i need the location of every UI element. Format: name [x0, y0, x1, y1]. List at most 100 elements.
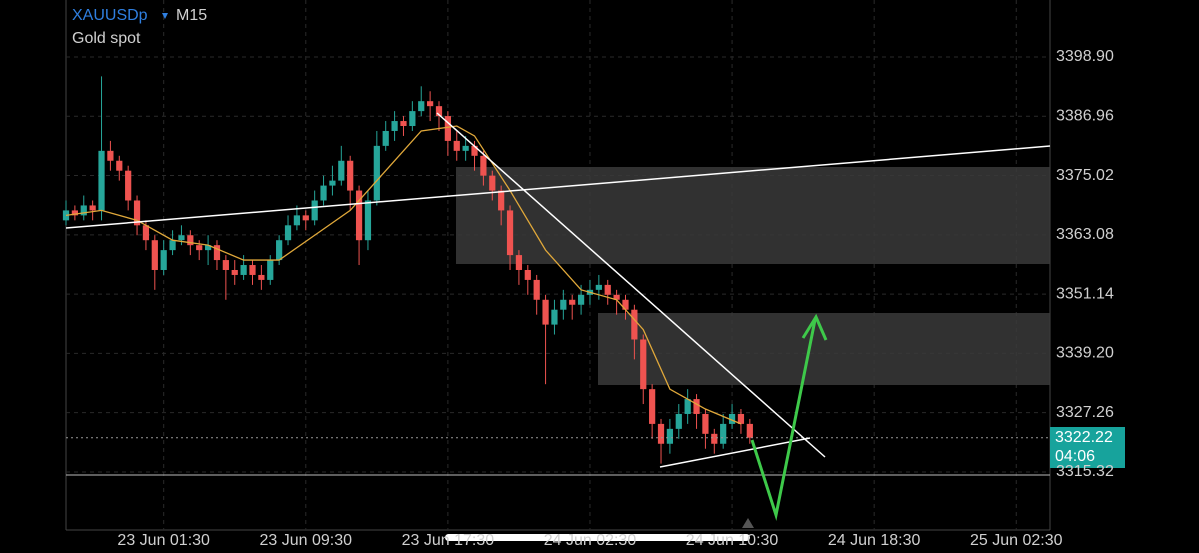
price-tag — [1050, 427, 1125, 468]
symbol[interactable]: XAUUSDp — [72, 7, 148, 24]
candle-body — [595, 284, 602, 290]
candle-body — [107, 150, 114, 161]
supply-zone — [598, 313, 1050, 385]
candle-body — [435, 106, 443, 117]
candle-body — [666, 428, 674, 444]
timeframe[interactable]: M15 — [176, 7, 207, 24]
candle-body — [338, 160, 345, 181]
candle-body — [577, 294, 585, 305]
candle-body — [409, 111, 416, 127]
candle-body — [702, 413, 709, 434]
candle-body — [98, 150, 105, 211]
candle-body — [80, 205, 87, 216]
candle-body — [267, 260, 274, 280]
candle-body — [551, 309, 558, 325]
subtitle: Gold spot — [72, 30, 141, 47]
candle-body — [640, 339, 647, 390]
candle-body — [737, 413, 745, 424]
y-tick-label: 3339.20 — [1056, 345, 1114, 362]
candle-body — [204, 245, 212, 251]
y-tick-label: 3351.14 — [1056, 285, 1114, 302]
arrow-head — [801, 313, 828, 341]
candle-body — [631, 309, 638, 340]
candle-body — [613, 294, 620, 300]
time-marker — [742, 518, 754, 528]
candle-body — [329, 180, 336, 186]
candle-body — [649, 389, 656, 424]
y-tick-label: 3327.26 — [1056, 404, 1114, 421]
candle-body — [489, 175, 496, 191]
home-indicator — [445, 534, 750, 541]
x-tick-label: 23 Jun 17:30 — [402, 532, 495, 549]
candle-body — [240, 265, 247, 275]
candle-body — [728, 413, 736, 424]
candle-body — [675, 413, 682, 429]
candle-body — [480, 155, 487, 176]
candle-body — [391, 121, 398, 131]
candle-body — [542, 299, 549, 325]
y-tick-label: 3386.96 — [1056, 107, 1114, 124]
candle-body — [569, 299, 576, 305]
candle-body — [622, 299, 629, 310]
candle-body — [746, 423, 753, 438]
candle-body — [276, 240, 283, 261]
candle-body — [373, 145, 380, 201]
candle-body — [355, 190, 363, 241]
candle-body — [657, 423, 665, 444]
candle-body — [311, 200, 318, 221]
candle-body — [302, 215, 309, 221]
moving-average — [65, 125, 742, 425]
candle-body — [213, 245, 221, 261]
candle-body — [169, 240, 176, 251]
x-tick-label: 23 Jun 09:30 — [260, 532, 353, 549]
supply-zone — [456, 167, 1050, 264]
y-tick-label: 3363.08 — [1056, 226, 1114, 243]
candles — [62, 76, 1050, 464]
candle-body — [249, 265, 256, 275]
candle-body — [125, 170, 132, 201]
x-tick-label: 24 Jun 18:30 — [828, 532, 921, 549]
candle-body — [693, 399, 700, 414]
candle-body — [284, 225, 292, 241]
candle-body — [196, 245, 203, 251]
trend-line — [65, 145, 1051, 229]
candle-body — [142, 225, 150, 241]
candle-body — [347, 160, 354, 191]
candle-body — [293, 215, 301, 226]
candle-body — [89, 205, 96, 211]
candle-body — [320, 185, 327, 201]
candle-body — [498, 190, 505, 211]
candle-body — [160, 250, 167, 270]
trend-line — [659, 437, 811, 468]
y-tick-label: 3398.90 — [1056, 48, 1114, 65]
candle-body — [382, 130, 389, 146]
candle-body — [133, 200, 141, 226]
dropdown-icon[interactable] — [162, 13, 168, 19]
candle-body — [418, 101, 425, 112]
candle-body — [684, 399, 691, 414]
last-price: 3322.22 — [1055, 429, 1113, 446]
candle-body — [364, 200, 372, 241]
trend-line — [436, 112, 826, 458]
candle-body — [515, 255, 523, 270]
candle-body — [604, 284, 611, 295]
candle-body — [462, 145, 469, 151]
candle-body — [231, 269, 238, 275]
candle-body — [720, 423, 727, 444]
candle-body — [71, 210, 78, 216]
candle-body — [400, 121, 407, 127]
x-tick-label: 24 Jun 10:30 — [686, 532, 779, 549]
countdown: 04:06 — [1055, 448, 1095, 465]
candle-body — [711, 433, 718, 444]
candle-body — [471, 145, 478, 156]
x-tick-label: 24 Jun 02:30 — [544, 532, 637, 549]
candle-body — [444, 116, 451, 141]
candle-body — [533, 279, 540, 300]
candle-body — [151, 240, 158, 270]
candle-body — [453, 140, 460, 151]
candle-body — [506, 210, 514, 256]
candle-body — [222, 260, 229, 270]
